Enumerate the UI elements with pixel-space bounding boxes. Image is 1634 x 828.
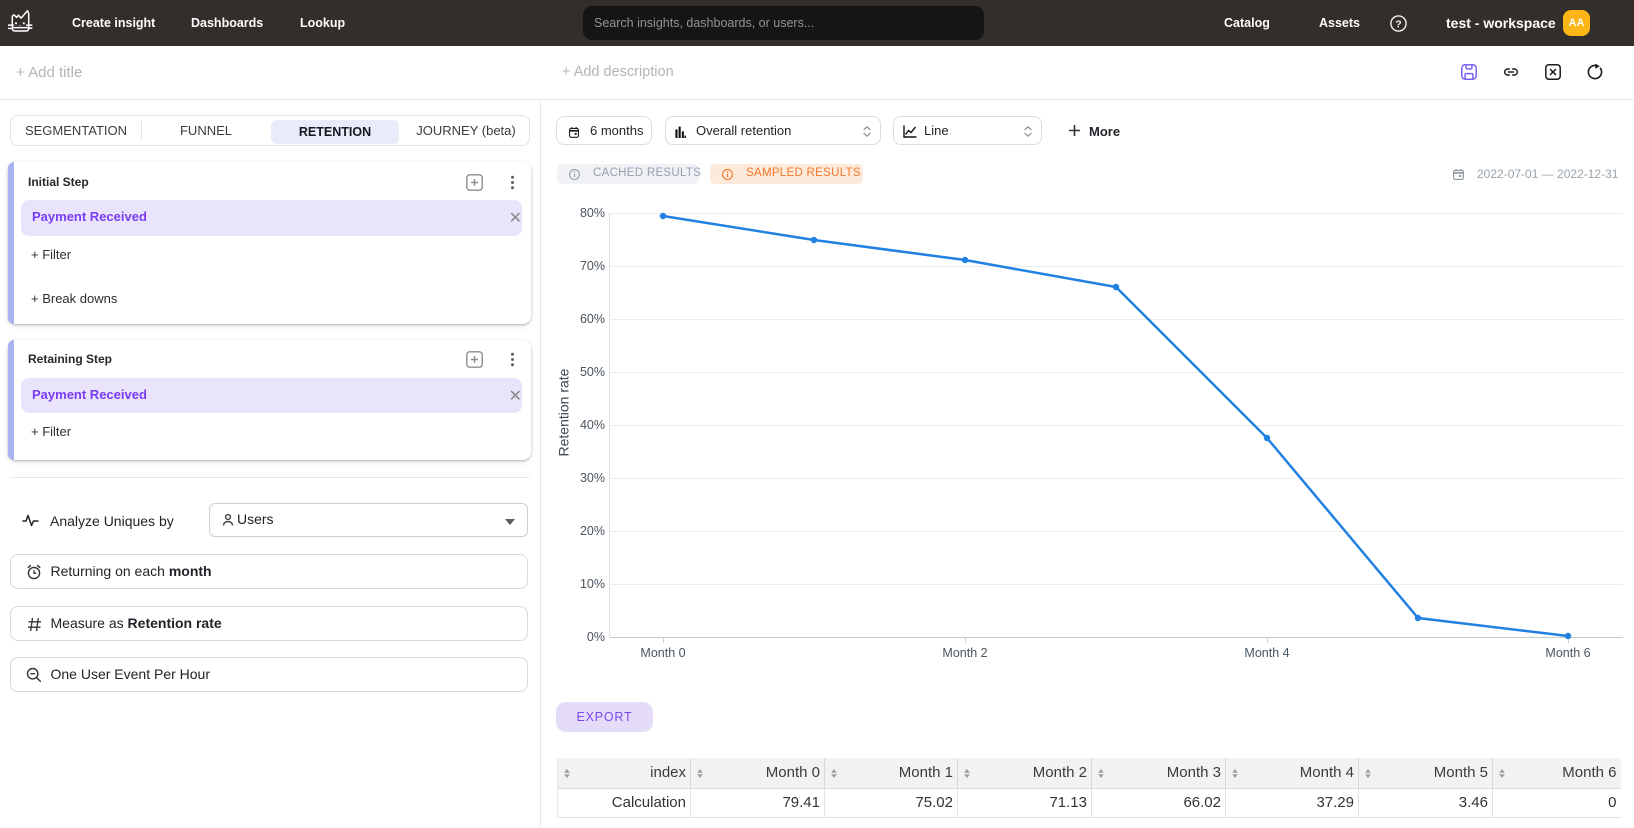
svg-text:?: ? <box>1395 18 1401 30</box>
